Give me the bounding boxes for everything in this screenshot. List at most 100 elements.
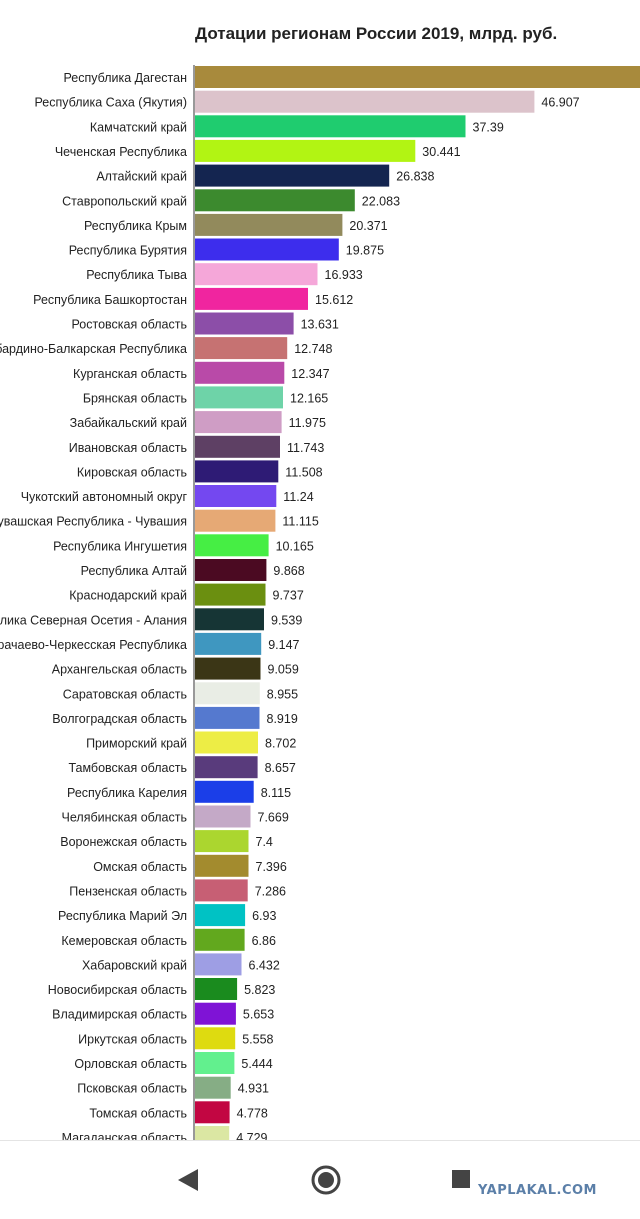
bar [195, 657, 261, 680]
value-label: 12.165 [290, 391, 328, 405]
value-label: 11.975 [289, 416, 326, 430]
value-label: 8.955 [267, 687, 298, 701]
bar [195, 238, 339, 261]
category-label: Тамбовская область [68, 761, 187, 775]
bar [195, 435, 280, 458]
category-label: Орловская область [74, 1057, 187, 1071]
category-label: Камчатский край [90, 120, 187, 134]
category-label: Кировская область [77, 465, 187, 479]
bar [195, 608, 264, 631]
bar [195, 312, 294, 335]
bar [195, 164, 390, 187]
bar [195, 731, 258, 754]
bar [195, 1052, 235, 1074]
bar [195, 805, 251, 828]
value-label: 11.508 [285, 465, 322, 479]
bar [195, 337, 288, 360]
value-label: 6.86 [252, 934, 276, 948]
value-label: 15.612 [315, 293, 353, 307]
category-label: Кабардино-Балкарская Республика [0, 342, 187, 356]
category-label: Республика Башкортостан [33, 293, 187, 307]
value-label: 4.931 [238, 1082, 269, 1096]
bar [195, 411, 282, 434]
bar [195, 1002, 236, 1025]
bar [195, 904, 246, 927]
bar [195, 509, 276, 532]
value-label: 37.39 [473, 120, 504, 134]
category-label: Челябинская область [62, 811, 187, 825]
category-label: Владимирская область [52, 1008, 187, 1022]
value-label: 13.631 [301, 318, 339, 332]
back-triangle-icon [178, 1169, 198, 1191]
bar [195, 90, 535, 113]
category-label: Брянская область [83, 391, 187, 405]
category-label: Республика Северная Осетия - Алания [0, 613, 187, 627]
value-label: 10.165 [276, 539, 314, 553]
bar [195, 953, 242, 976]
category-label: Республика Алтай [81, 564, 187, 578]
category-label: Республика Марий Эл [58, 909, 187, 923]
value-label: 8.919 [267, 712, 298, 726]
bar-chart: Республика Дагестан Республика Саха (Якут… [0, 65, 640, 1140]
value-label: 5.444 [241, 1057, 272, 1071]
navigation-bar: YAPLAKAL.COM [0, 1140, 640, 1219]
category-label: Республика Бурятия [69, 244, 187, 258]
value-label: 8.702 [265, 737, 296, 751]
watermark: YAPLAKAL.COM [478, 1183, 597, 1198]
value-label: 26.838 [396, 170, 434, 184]
value-label: 12.748 [294, 342, 332, 356]
category-label: Республика Карелия [67, 786, 187, 800]
bar [195, 879, 248, 902]
category-label: Ивановская область [69, 441, 187, 455]
chart-title: Дотации регионам России 2019, млрд. руб. [195, 24, 558, 43]
bar [195, 682, 260, 705]
category-label: Республика Крым [84, 219, 187, 233]
recent-square-icon [452, 1170, 470, 1188]
bar [195, 928, 245, 951]
value-label: 8.115 [261, 786, 291, 800]
category-label: Ростовская область [72, 318, 188, 332]
bar [195, 361, 285, 384]
bar [195, 756, 258, 779]
home-circle-icon [311, 1165, 341, 1195]
value-label: 4.729 [236, 1131, 267, 1140]
category-label: Саратовская область [63, 687, 187, 701]
bar [195, 780, 254, 803]
value-label: 9.059 [268, 663, 299, 677]
bar [195, 583, 266, 606]
category-label: Чукотский автономный округ [21, 490, 188, 504]
bar [195, 485, 277, 507]
recent-apps-button[interactable] [451, 1169, 471, 1189]
category-label: Забайкальский край [70, 416, 187, 430]
value-label: 6.432 [249, 958, 280, 972]
bar [195, 978, 238, 1000]
value-label: 7.4 [256, 835, 273, 849]
bar [195, 213, 343, 236]
home-button[interactable] [310, 1164, 342, 1196]
category-label: Карачаево-Черкесская Республика [0, 638, 187, 652]
value-label: 9.147 [268, 638, 299, 652]
category-label: Чувашская Республика - Чувашия [0, 515, 187, 529]
bar [195, 386, 283, 409]
category-label: Краснодарский край [69, 589, 187, 603]
bar [195, 115, 466, 138]
value-label: 7.396 [256, 860, 287, 874]
value-label: 30.441 [422, 145, 460, 159]
value-label: 9.737 [273, 589, 304, 603]
bar [195, 534, 269, 557]
bar [195, 139, 416, 162]
bar [195, 632, 262, 655]
category-label: Приморский край [86, 737, 187, 751]
category-label: Волгоградская область [52, 712, 187, 726]
value-label: 5.653 [243, 1008, 274, 1022]
category-label: Воронежская область [60, 835, 187, 849]
category-label: Архангельская область [52, 663, 187, 677]
back-button[interactable] [176, 1167, 200, 1193]
value-label: 4.778 [237, 1106, 268, 1120]
value-label: 7.669 [258, 811, 289, 825]
category-label: Республика Саха (Якутия) [34, 96, 187, 110]
bar [195, 287, 308, 310]
category-label: Иркутская область [78, 1032, 187, 1046]
value-label: 12.347 [291, 367, 329, 381]
bar [195, 1076, 231, 1099]
